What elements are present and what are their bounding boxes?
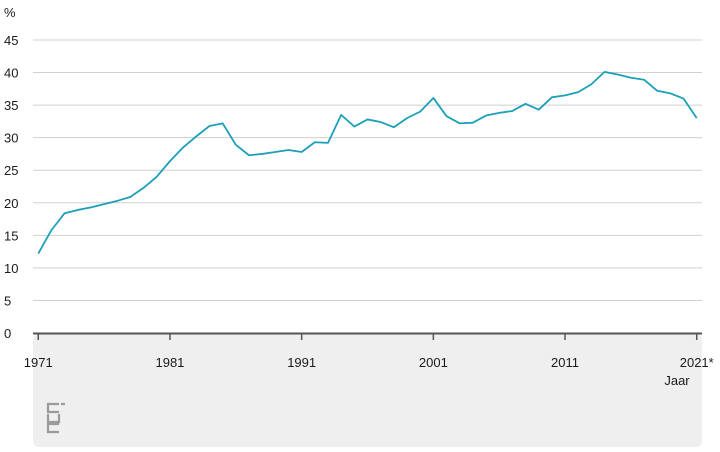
x-tick-label: 1981 <box>155 355 184 370</box>
y-tick-label: 15 <box>4 228 18 243</box>
y-tick-label: 10 <box>4 261 18 276</box>
y-tick-label: 5 <box>4 293 11 308</box>
x-tick-label: 1971 <box>24 355 53 370</box>
x-ticks: 1971 1981 1991 2001 2011 2021* <box>24 333 714 370</box>
x-tick-label: 1991 <box>287 355 316 370</box>
gridlines <box>33 39 702 301</box>
y-tick-labels: 0 5 10 15 20 25 30 35 40 45 <box>4 33 18 341</box>
cbs-logo-icon <box>46 402 65 434</box>
series-line <box>37 71 698 255</box>
y-tick-label: 45 <box>4 33 18 48</box>
y-tick-label: 35 <box>4 98 18 113</box>
x-tick-label: 2001 <box>419 355 448 370</box>
y-tick-label: 20 <box>4 196 18 211</box>
y-axis-label: % <box>4 5 16 20</box>
x-tick-label: 2011 <box>551 355 579 370</box>
y-tick-label: 30 <box>4 131 18 146</box>
y-tick-label: 25 <box>4 163 18 178</box>
y-tick-label: 0 <box>4 326 11 341</box>
x-tick-label: 2021* <box>680 355 714 370</box>
y-tick-label: 40 <box>4 66 18 81</box>
x-axis-label: Jaar <box>664 373 690 388</box>
footer-panel <box>33 334 702 447</box>
